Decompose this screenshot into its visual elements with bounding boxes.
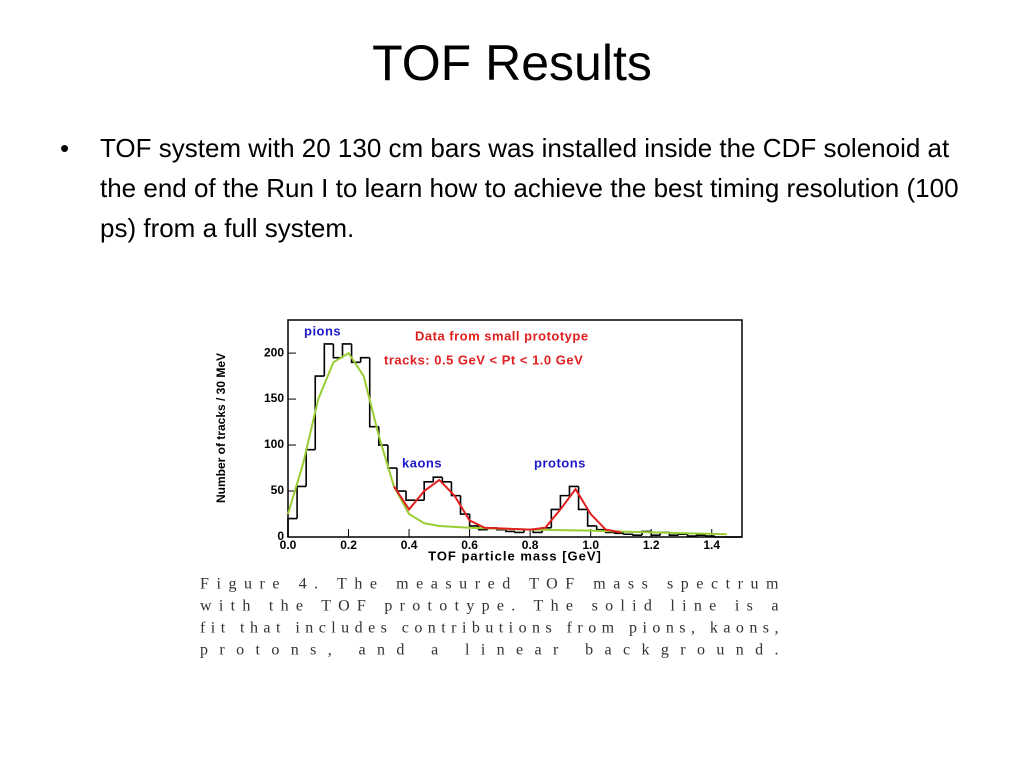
histogram-bin xyxy=(423,481,434,501)
histogram-bin xyxy=(586,509,597,527)
histogram-bin xyxy=(704,535,715,537)
histogram-bin xyxy=(514,531,525,534)
histogram-bin xyxy=(332,343,343,359)
plot-frame xyxy=(287,319,743,538)
caption-line: protons, and a linear background. xyxy=(200,642,780,659)
histogram-bin xyxy=(432,476,443,482)
histogram-bin xyxy=(450,481,461,497)
x-tick-label: 1.0 xyxy=(582,538,599,552)
histogram-bin xyxy=(323,343,334,377)
histogram-bin xyxy=(614,532,624,535)
histogram-bin xyxy=(296,485,307,519)
annotation: tracks: 0.5 GeV < Pt < 1.0 GeV xyxy=(384,352,583,367)
histogram-bin xyxy=(632,534,643,536)
y-tick-label: 200 xyxy=(264,345,284,359)
slide-title: TOF Results xyxy=(372,35,652,91)
annotation: Data from small prototype xyxy=(415,328,589,343)
histogram-bin xyxy=(441,477,452,483)
histogram-bin xyxy=(405,491,416,502)
histogram-bin xyxy=(341,343,352,358)
bullet-list: TOF system with 20 130 cm bars was insta… xyxy=(60,128,960,248)
x-tick-label: 1.2 xyxy=(643,538,660,552)
bullet: TOF system with 20 130 cm bars was insta… xyxy=(60,128,960,248)
annotation: kaons xyxy=(402,455,442,470)
histogram-bin xyxy=(287,517,298,537)
x-tick-label: 0.8 xyxy=(522,538,539,552)
histogram-bin xyxy=(387,445,397,469)
histogram-bin xyxy=(686,534,697,537)
histogram-bin xyxy=(713,536,724,538)
y-tick-label: 50 xyxy=(271,483,285,497)
caption-line: fit that includes contributions from pio… xyxy=(200,620,780,637)
histogram-bin xyxy=(350,343,361,364)
fit-curve xyxy=(393,478,622,534)
histogram-bin xyxy=(359,356,370,363)
histogram-bin xyxy=(677,533,688,536)
y-tick-label: 0 xyxy=(277,529,284,543)
histogram-bin xyxy=(623,533,634,536)
histogram-bin xyxy=(505,529,515,533)
x-tick-label: 0.4 xyxy=(401,538,418,552)
histogram-bin xyxy=(468,514,479,527)
histogram-bin xyxy=(396,468,407,492)
histogram-bin xyxy=(568,485,579,496)
annotation: protons xyxy=(534,455,586,470)
histogram-bin xyxy=(695,534,706,537)
histogram-bin xyxy=(559,494,570,510)
caption-line: with the TOF prototype. The solid line i… xyxy=(200,598,780,615)
y-tick-label: 150 xyxy=(264,391,284,405)
x-tick-label: 0.6 xyxy=(461,538,478,552)
histogram-bin xyxy=(314,375,325,450)
x-axis-label: TOF particle mass [GeV] xyxy=(428,548,602,563)
y-axis-label: Number of tracks / 30 MeV xyxy=(214,353,228,503)
histogram-bin xyxy=(595,525,606,531)
x-tick-label: 0.0 xyxy=(280,538,297,552)
y-tick-label: 100 xyxy=(264,437,284,451)
histogram-bin xyxy=(305,448,316,487)
caption-line: Figure 4. The measured TOF mass spectrum xyxy=(200,576,780,593)
x-tick-label: 1.4 xyxy=(703,538,720,552)
x-tick-label: 0.2 xyxy=(340,538,357,552)
fit-curve xyxy=(287,351,727,536)
annotation: pions xyxy=(304,323,341,338)
